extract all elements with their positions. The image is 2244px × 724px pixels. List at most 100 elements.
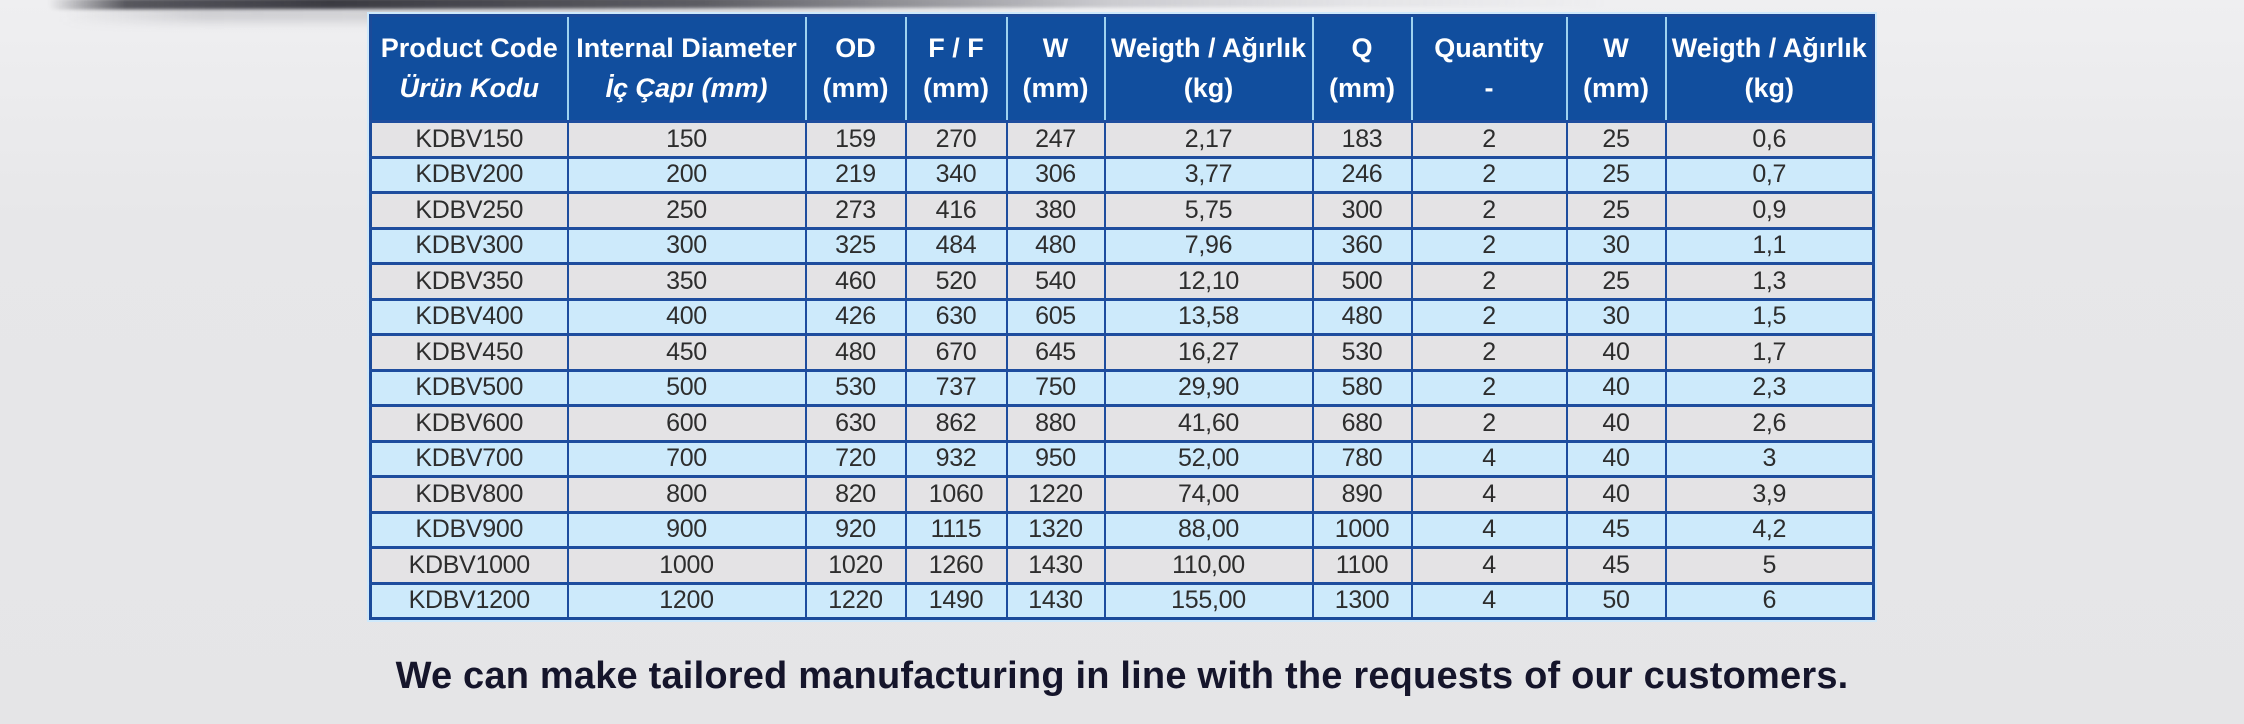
table-cell: 1,1	[1664, 226, 1875, 265]
table-cell: 40	[1565, 368, 1667, 407]
table-body: KDBV150 150 159 270 247 2,17 183 2 25 0,6 KDBV200 2…	[369, 120, 1875, 620]
product-code-cell: KDBV500	[369, 368, 569, 407]
product-code-cell: KDBV450	[369, 333, 569, 371]
table-cell: 540	[1005, 262, 1106, 300]
column-header-en: Quantity	[1434, 32, 1544, 63]
column-header-tr: (mm)	[923, 73, 989, 103]
table-cell: 3	[1664, 439, 1875, 478]
table-cell: 2	[1410, 226, 1568, 265]
table-cell: 0,9	[1664, 191, 1875, 229]
table-cell: 247	[1005, 120, 1106, 158]
column-header-en: Weigth / Ağırlık	[1671, 32, 1867, 63]
column-header-tr: (mm)	[822, 73, 889, 103]
column-header-tr: (kg)	[1744, 73, 1795, 103]
table-cell: 0,6	[1664, 120, 1875, 158]
table-cell: 2	[1410, 333, 1568, 371]
column-header-4: F / F (mm)	[904, 15, 1007, 123]
product-code-cell: KDBV1200	[369, 581, 569, 620]
table-cell: 2	[1410, 297, 1568, 336]
table-cell: 1060	[904, 475, 1008, 513]
column-header-en: OD	[835, 32, 876, 63]
table-cell: 2	[1410, 262, 1568, 300]
table-cell: 920	[804, 510, 907, 549]
column-header-7: Q (mm)	[1311, 15, 1412, 123]
table-cell: 25	[1565, 120, 1667, 158]
column-header-10: Weigth / Ağırlık (kg)	[1664, 15, 1874, 123]
table-cell: 4	[1410, 475, 1568, 513]
table-cell: 40	[1565, 404, 1667, 442]
product-code-cell: KDBV150	[369, 120, 569, 158]
table-row-KDBV350: KDBV350 350 460 520 540 12,10 500 2 25 1,3	[369, 262, 1875, 300]
table-cell: 183	[1311, 120, 1413, 158]
column-header-tr: (kg)	[1183, 73, 1234, 103]
table-cell: 1,5	[1664, 297, 1875, 336]
column-header-6: Weigth / Ağırlık (kg)	[1103, 15, 1313, 123]
table-cell: 5	[1664, 546, 1875, 584]
table-cell: 480	[1005, 226, 1106, 265]
table-row-KDBV900: KDBV900 900 920 1115 1320 88,00 1000 4 45 4,2	[369, 510, 1875, 549]
column-header-9: W (mm)	[1565, 15, 1666, 123]
table-cell: 110,00	[1103, 546, 1314, 584]
column-header-tr: (mm)	[1329, 73, 1395, 103]
column-header-en: Product Code	[380, 32, 558, 63]
product-code-cell: KDBV1000	[369, 546, 569, 584]
table-cell: 13,58	[1103, 297, 1314, 336]
table-cell: 1430	[1005, 546, 1106, 584]
table-cell: 737	[904, 368, 1008, 407]
column-header-tr: (mm)	[1583, 73, 1649, 103]
table-cell: 645	[1005, 333, 1106, 371]
column-header-3: OD (mm)	[804, 15, 906, 123]
table-cell: 350	[566, 262, 807, 300]
table-cell: 1,3	[1664, 262, 1875, 300]
table-cell: 0,7	[1664, 155, 1875, 194]
table-cell: 2	[1410, 404, 1568, 442]
product-code-cell: KDBV200	[369, 155, 569, 194]
table-cell: 426	[804, 297, 907, 336]
column-header-en: Internal Diameter	[576, 32, 797, 63]
table-cell: 1320	[1005, 510, 1106, 549]
table-cell: 1200	[566, 581, 807, 620]
table-cell: 932	[904, 439, 1008, 478]
table-cell: 7,96	[1103, 226, 1314, 265]
table-cell: 2,6	[1664, 404, 1875, 442]
product-code-cell: KDBV300	[369, 226, 569, 265]
column-header-2: Internal Diameter İç Çapı (mm)	[566, 15, 806, 123]
table-cell: 325	[804, 226, 907, 265]
table-cell: 720	[804, 439, 907, 478]
product-code-cell: KDBV350	[369, 262, 569, 300]
table-cell: 480	[1311, 297, 1413, 336]
product-spec-table: Product Code Ürün Kodu Internal Diameter İç…	[367, 12, 1877, 622]
table-row-KDBV300: KDBV300 300 325 484 480 7,96 360 2 30 1,1	[369, 226, 1875, 265]
table-cell: 2	[1410, 368, 1568, 407]
table-header: Product Code Ürün Kodu Internal Diameter İç…	[370, 15, 1874, 123]
table-cell: 40	[1565, 439, 1667, 478]
table-cell: 880	[1005, 404, 1106, 442]
table-cell: 5,75	[1103, 191, 1314, 229]
table-cell: 630	[904, 297, 1008, 336]
table-cell: 306	[1005, 155, 1106, 194]
table-cell: 520	[904, 262, 1008, 300]
table-cell: 900	[566, 510, 807, 549]
table-cell: 6	[1664, 581, 1875, 620]
table-cell: 460	[804, 262, 907, 300]
table-row-KDBV700: KDBV700 700 720 932 950 52,00 780 4 40 3	[369, 439, 1875, 478]
table-cell: 416	[904, 191, 1008, 229]
table-cell: 530	[1311, 333, 1413, 371]
table-cell: 3,9	[1664, 475, 1875, 513]
table-cell: 780	[1311, 439, 1413, 478]
table-cell: 41,60	[1103, 404, 1314, 442]
table-cell: 246	[1311, 155, 1413, 194]
table-cell: 159	[804, 120, 907, 158]
table-cell: 250	[566, 191, 807, 229]
table-cell: 1260	[904, 546, 1008, 584]
table-row-KDBV1200: KDBV1200 1200 1220 1490 1430 155,00 1300 4 50 6	[369, 581, 1875, 620]
table-cell: 4	[1410, 546, 1568, 584]
table-cell: 484	[904, 226, 1008, 265]
product-spec-table-wrap: Product Code Ürün Kodu Internal Diameter İç…	[367, 12, 1877, 622]
table-cell: 88,00	[1103, 510, 1314, 549]
table-cell: 1000	[566, 546, 807, 584]
table-row-KDBV150: KDBV150 150 159 270 247 2,17 183 2 25 0,6	[369, 120, 1875, 158]
table-cell: 340	[904, 155, 1008, 194]
column-header-en: Q	[1351, 32, 1373, 63]
column-header-en: F / F	[928, 32, 984, 63]
